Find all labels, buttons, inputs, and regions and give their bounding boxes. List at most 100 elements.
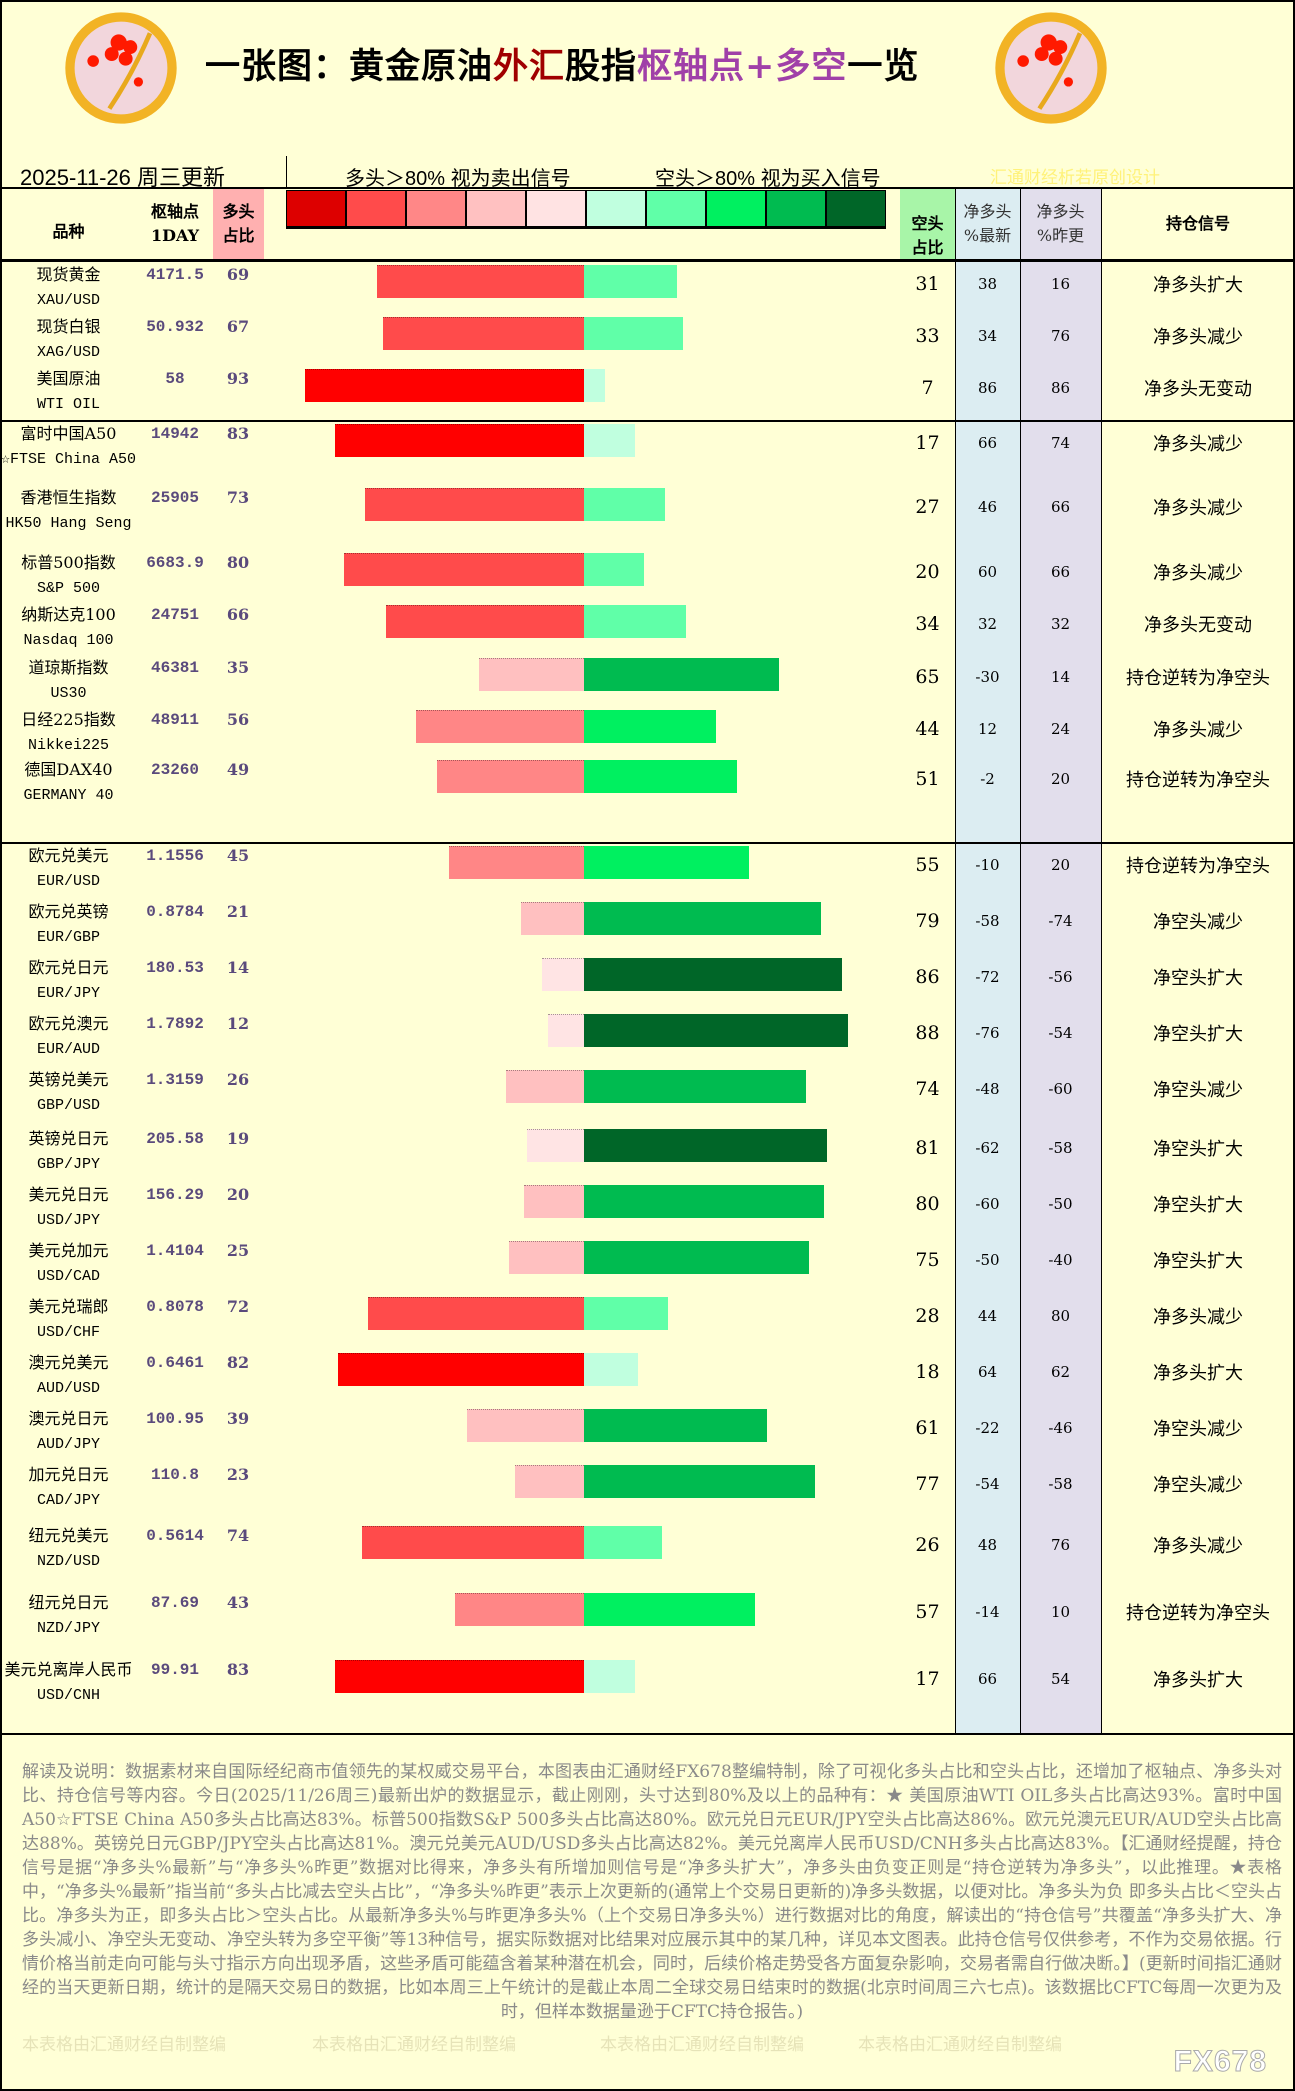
long-percent: 14 <box>226 958 250 977</box>
instrument-name: 美元兑离岸人民币 USD/CNH <box>0 1657 137 1709</box>
explanation-text: 解读及说明：数据素材来自国际经纪商市值领先的某权威交易平台，本图表由汇通财经FX… <box>22 1762 1282 2022</box>
pivot-value: 1.1556 <box>146 847 204 865</box>
short-header-bg <box>900 188 955 260</box>
page-title: 一张图：黄金原油外汇股指枢轴点+多空一览 <box>205 38 919 89</box>
long-percent: 56 <box>226 710 250 729</box>
pivot-value: 99.91 <box>150 1661 199 1679</box>
header-pivot-label: 枢轴点 <box>150 202 199 221</box>
instrument-name-en: AUD/JPY <box>36 1436 100 1453</box>
net-long-latest: 60 <box>977 562 998 581</box>
instrument-name: 德国DAX40 GERMANY 40 <box>0 757 137 809</box>
instrument-name: 美国原油 WTI OIL <box>0 366 137 418</box>
title-part: 枢轴点+多空 <box>637 46 848 87</box>
net-long-latest: 34 <box>977 326 998 345</box>
short-bar <box>584 553 644 586</box>
instrument-name-cn: 欧元兑美元 <box>28 846 109 865</box>
instrument-name-en: Nasdaq 100 <box>23 632 114 649</box>
table-row: 标普500指数 S&P 500 6683.9 80 20 60 66 净多头减少 <box>0 550 1295 602</box>
pivot-value: 23260 <box>150 761 199 779</box>
net-long-latest: 32 <box>977 614 998 633</box>
short-bar <box>584 488 665 521</box>
short-percent: 51 <box>915 767 940 790</box>
legend-long-note: 多头＞80% 视为卖出信号 <box>345 168 571 190</box>
long-percent: 23 <box>226 1465 250 1484</box>
group-divider <box>0 842 1295 844</box>
net-long-latest: 86 <box>977 378 998 397</box>
table-row: 富时中国A50 ☆FTSE China A50 14942 83 17 66 74 净多头减少 <box>0 421 1295 485</box>
instrument-name-cn: 欧元兑英镑 <box>28 902 109 921</box>
legend-swatch <box>826 190 886 226</box>
instrument-name: 道琼斯指数 US30 <box>0 655 137 707</box>
position-signal: 净空头扩大 <box>1153 967 1243 989</box>
net-long-latest: -76 <box>975 1023 1000 1042</box>
table-row: 德国DAX40 GERMANY 40 23260 49 51 -2 20 持仓逆转为净空头 <box>0 757 1295 843</box>
short-bar <box>584 605 686 638</box>
instrument-name-cn: 澳元兑美元 <box>28 1353 109 1372</box>
long-percent: 20 <box>226 1185 250 1204</box>
short-bar <box>584 317 683 350</box>
instrument-name-cn: 日经225指数 <box>21 710 116 729</box>
short-bar <box>584 1353 638 1386</box>
short-percent: 17 <box>915 431 940 454</box>
net-long-prev: -58 <box>1048 1138 1073 1157</box>
long-bar <box>416 710 584 743</box>
instrument-name-cn: 德国DAX40 <box>24 760 113 779</box>
net-long-latest: -10 <box>975 855 1000 874</box>
short-bar <box>584 846 749 879</box>
net-long-latest: -58 <box>975 911 1000 930</box>
net-long-latest: 64 <box>977 1362 998 1381</box>
pivot-value: 0.8078 <box>146 1298 204 1316</box>
instrument-name: 美元兑日元 USD/JPY <box>0 1182 137 1234</box>
legend-swatch <box>286 190 346 226</box>
position-signal: 净多头减少 <box>1153 719 1243 741</box>
divider <box>1101 188 1102 1734</box>
short-bar <box>584 1660 635 1693</box>
position-signal: 净空头减少 <box>1153 911 1243 933</box>
legend-swatch <box>466 190 526 226</box>
pivot-value: 1.4104 <box>146 1242 204 1260</box>
legend-swatch <box>706 190 766 226</box>
position-signal: 净空头扩大 <box>1153 1138 1243 1160</box>
long-percent: 93 <box>226 369 250 388</box>
net-long-prev: 24 <box>1050 719 1071 738</box>
legend-swatch <box>586 190 646 226</box>
watermark: 本表格由汇通财经自制整编 <box>312 2035 516 2055</box>
pivot-value: 1.7892 <box>146 1015 204 1033</box>
net-long-latest: -30 <box>975 667 1000 686</box>
net-long-prev: 74 <box>1050 433 1071 452</box>
table-row: 现货黄金 XAU/USD 4171.5 69 31 38 16 净多头扩大 <box>0 262 1295 314</box>
short-bar <box>584 1129 827 1162</box>
divider <box>955 188 956 1734</box>
header-pivot: 枢轴点 1DAY <box>137 188 213 260</box>
position-signal: 持仓逆转为净空头 <box>1126 855 1270 877</box>
long-header-bg <box>213 188 264 260</box>
watermark: 本表格由汇通财经自制整编 <box>22 2035 226 2055</box>
divider <box>0 1733 1295 1735</box>
long-bar <box>509 1241 584 1274</box>
update-date: 2025-11-26 周三更新 <box>20 165 226 190</box>
instrument-name-cn: 道琼斯指数 <box>28 658 109 677</box>
long-percent: 83 <box>226 424 250 443</box>
header-net-prev: 净多头 %昨更 <box>1036 202 1085 245</box>
position-signal: 持仓逆转为净空头 <box>1126 1602 1270 1624</box>
instrument-name: 美元兑加元 USD/CAD <box>0 1238 137 1290</box>
divider <box>1020 188 1021 1734</box>
instrument-name-en: USD/CAD <box>36 1268 100 1285</box>
title-part: 股指 <box>565 46 638 87</box>
long-percent: 80 <box>226 553 250 572</box>
table-row: 加元兑日元 CAD/JPY 110.8 23 77 -54 -58 净空头减少 <box>0 1462 1295 1523</box>
short-percent: 7 <box>921 376 934 399</box>
instrument-name-cn: 美国原油 <box>36 369 101 388</box>
instrument-name-en: GBP/USD <box>36 1097 100 1114</box>
group-divider <box>0 420 1295 422</box>
header-short: 空头 占比 <box>911 214 944 257</box>
divider <box>0 187 1295 189</box>
net-long-prev: -74 <box>1048 911 1073 930</box>
pivot-value: 48911 <box>150 711 199 729</box>
net-prev-column-bg <box>1020 188 1101 1734</box>
short-percent: 61 <box>915 1416 940 1439</box>
long-percent: 19 <box>226 1129 250 1148</box>
position-signal: 净空头扩大 <box>1153 1194 1243 1216</box>
short-bar <box>584 760 737 793</box>
